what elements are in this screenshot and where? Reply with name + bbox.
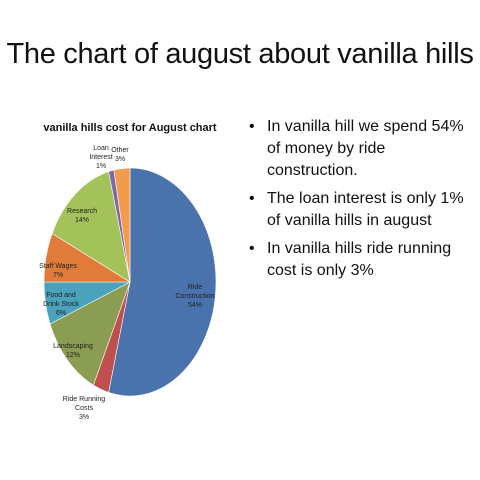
slice-value-label: 14% [75, 217, 89, 224]
bullet-list: • In vanilla hill we spend 54% of money … [245, 116, 475, 288]
bullet-text-3: In vanilla hills ride running cost is on… [267, 240, 452, 279]
slice-value-label: 12% [66, 352, 80, 359]
pie-slice-7 [113, 167, 131, 283]
slice-category-label: Costs [75, 405, 93, 412]
pie-slice-2 [49, 281, 131, 386]
pie-slice-0 [108, 167, 217, 397]
slice-label-4: Staff Wages 7% [39, 263, 77, 279]
slice-category-label: Drink Stock [43, 301, 79, 308]
slice-category-label: Interest [89, 154, 112, 161]
pie-slice-5 [51, 171, 131, 283]
slice-category-label: Ride Running [63, 396, 106, 403]
slice-label-6: Loan Interest 1% [89, 145, 112, 170]
slice-category-label: Other [111, 147, 129, 154]
slice-value-label: 7% [53, 272, 63, 279]
slice-label-5: Research 14% [67, 208, 97, 224]
slice-category-label: Staff Wages [39, 263, 77, 270]
bullet-text-2: The loan interest is only 1% of vanilla … [267, 190, 464, 229]
bullet-dot-icon: • [249, 190, 255, 207]
slice-label-3: Food and Drink Stock 6% [43, 292, 79, 317]
slice-value-label: 54% [188, 302, 202, 309]
slide-title: The chart of august about vanilla hills [6, 38, 474, 70]
slice-category-label: Construction [175, 293, 214, 300]
slice-value-label: 1% [96, 163, 106, 170]
bullet-dot-icon: • [249, 240, 255, 257]
chart-title: vanilla hills cost for August chart [43, 122, 217, 134]
slice-category-label: Research [67, 208, 97, 215]
slice-value-label: 3% [115, 156, 125, 163]
bullet-text-1: In vanilla hill we spend 54% of money by… [267, 118, 464, 179]
bullet-item-2: • The loan interest is only 1% of vanill… [245, 188, 475, 232]
slice-category-label: Loan [93, 145, 109, 152]
slice-label-7: Other 3% [111, 147, 129, 163]
slice-category-label: Food and [46, 292, 76, 299]
bullet-dot-icon: • [249, 118, 255, 135]
slice-category-label: Ride [188, 284, 203, 291]
slice-value-label: 3% [79, 414, 89, 421]
slice-label-2: Landscaping 12% [53, 343, 93, 359]
bullet-item-3: • In vanilla hills ride running cost is … [245, 238, 475, 282]
slice-label-1: Ride Running Costs 3% [63, 396, 106, 421]
bullet-item-1: • In vanilla hill we spend 54% of money … [245, 116, 475, 182]
slice-label-0: Ride Construction 54% [175, 284, 214, 309]
slice-category-label: Landscaping [53, 343, 93, 350]
slice-value-label: 6% [56, 310, 66, 317]
